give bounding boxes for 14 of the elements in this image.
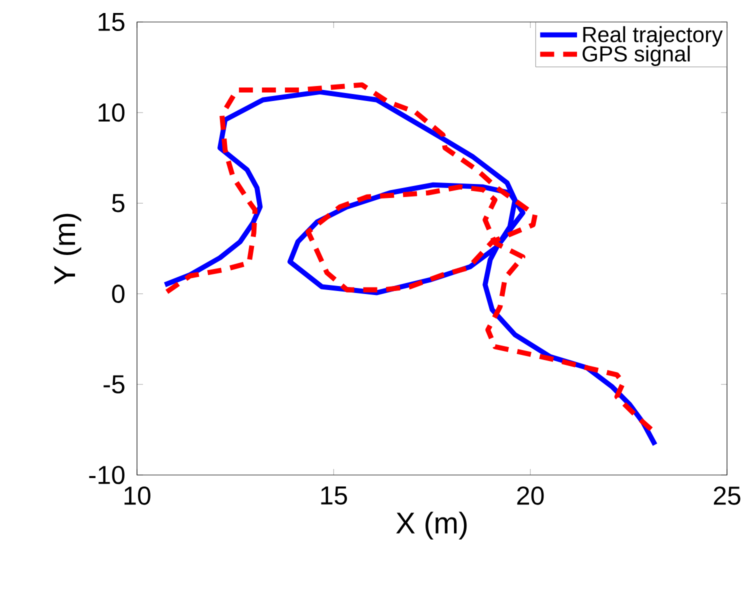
x-tick-label: 25 [714, 486, 740, 505]
y-tick-label: 0 [112, 284, 124, 303]
x-tick-label: 15 [321, 486, 347, 505]
y-tick-label: 5 [112, 194, 124, 212]
x-tick-label: 10 [124, 486, 150, 505]
y-tick-label: -10 [89, 466, 124, 484]
y-tick-label: -5 [104, 375, 124, 394]
y-axis-title: Y (m) [53, 214, 82, 284]
x-axis-title: X (m) [396, 512, 467, 540]
x-tick-label: 20 [517, 486, 544, 505]
y-tick-label: 15 [98, 12, 124, 32]
legend-label: GPS signal [582, 46, 690, 66]
y-tick-label: 10 [98, 103, 124, 122]
legend-label: Real trajectory [583, 26, 723, 47]
